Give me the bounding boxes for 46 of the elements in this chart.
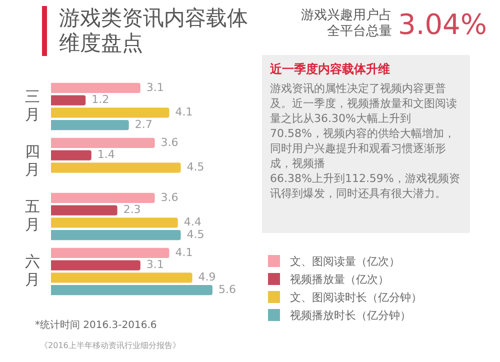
bar: [51, 138, 155, 148]
bar: [51, 82, 140, 94]
data-label: 5.6: [218, 282, 236, 296]
bar: [51, 248, 170, 258]
data-label: 3.1: [146, 80, 164, 94]
bar: [51, 205, 118, 216]
text: 游戏兴趣用户占全平台总量: [300, 8, 392, 40]
data-label: 3.1: [146, 258, 164, 272]
data-label: 1.2: [92, 93, 110, 106]
text: 近一季度内容载体升维: [270, 61, 391, 78]
y-tick-label: 五月: [25, 197, 40, 234]
text: 《2016上半年移动资讯行业细分报告》: [40, 340, 180, 351]
data-label: 4.9: [198, 270, 216, 284]
data-label: 4.1: [175, 246, 193, 259]
legend-label: 文、图阅读时长（亿分钟）: [290, 290, 422, 304]
data-label: 4.4: [184, 216, 202, 229]
data-label: 4.1: [175, 106, 193, 119]
legend-label: 视频播放量（亿次）: [290, 272, 389, 286]
data-label: 2.3: [123, 203, 141, 216]
text: 3.04%: [398, 8, 487, 41]
chart-title: 游戏类资讯内容载体维度盘点: [42, 6, 249, 56]
y-tick-label: 六月: [25, 252, 40, 288]
text: 66.38%上升到112.59%，游戏视频资讯得到爆发，同时还具有很大潜力。: [270, 171, 461, 201]
bar: [51, 108, 170, 118]
bar: [51, 150, 92, 160]
y-tick-label: 四月: [25, 142, 40, 178]
data-label: 4.5: [186, 160, 204, 174]
legend-label: 视频播放时长（亿分钟）: [290, 308, 411, 322]
data-label: 2.7: [134, 118, 152, 131]
bar: [51, 218, 178, 228]
bar: [51, 120, 129, 130]
bar: [51, 260, 140, 270]
legend-label: 文、图阅读量（亿次）: [290, 254, 400, 268]
text: 游戏资讯的属性决定了视频内容更普及。近一季度，视频播放量和文图阅读量之比从36.30%大幅上升到70.58%，视频内容的供给大幅增加，同时用户兴趣提升和观看习惯逐渐形成，视频播: [270, 81, 458, 171]
bar: [51, 230, 181, 240]
bar: [51, 95, 86, 106]
data-label: 3.6: [160, 136, 178, 149]
bar: [51, 272, 192, 283]
text: *统计时间 2016.3-2016.6: [35, 318, 157, 332]
y-tick-label: 三月: [25, 87, 40, 124]
bar: [51, 284, 212, 296]
bar: [51, 162, 181, 173]
data-label: 3.6: [160, 190, 178, 204]
bar: [51, 192, 155, 204]
data-label: 1.4: [97, 148, 115, 162]
data-label: 4.5: [186, 228, 204, 241]
